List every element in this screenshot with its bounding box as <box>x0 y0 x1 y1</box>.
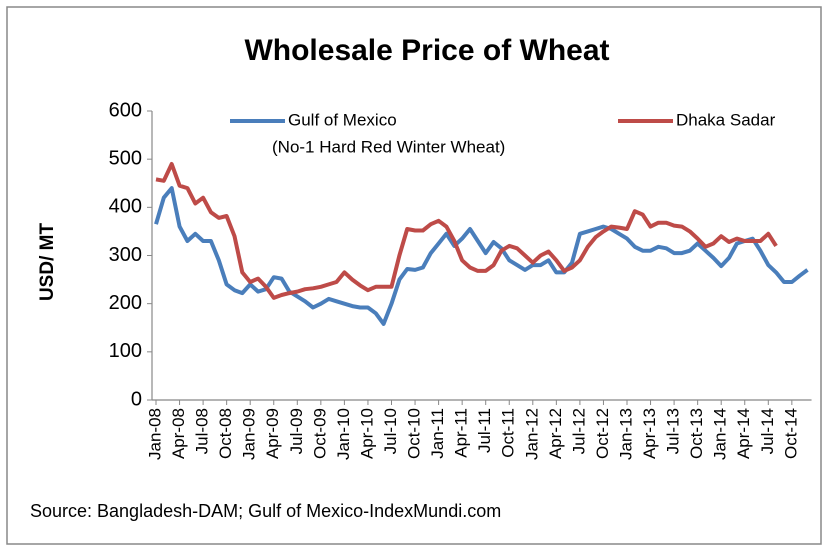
x-tick-label: Oct-11 <box>499 408 518 458</box>
x-tick-label: Jan-09 <box>240 408 259 460</box>
y-tick-label: 400 <box>109 196 142 218</box>
x-tick-label: Oct-10 <box>405 408 424 459</box>
x-tick-label: Jul-12 <box>569 408 588 454</box>
y-tick-label: 300 <box>109 244 142 266</box>
x-tick-label: Jan-13 <box>616 408 635 460</box>
x-tick-label: Apr-13 <box>640 408 659 459</box>
x-tick-label: Jul-13 <box>664 408 683 454</box>
x-tick-label: Jul-14 <box>758 408 777 454</box>
source-note: Source: Bangladesh-DAM; Gulf of Mexico-I… <box>30 501 501 521</box>
y-axis-label: USD/ MT <box>37 223 58 302</box>
x-tick-label: Jul-09 <box>287 408 306 454</box>
y-tick-label: 100 <box>109 340 142 362</box>
x-tick-label: Jan-14 <box>711 408 730 460</box>
x-tick-label: Apr-09 <box>263 408 282 459</box>
chart-title: Wholesale Price of Wheat <box>244 34 609 67</box>
x-tick-label: Jul-08 <box>193 408 212 454</box>
legend-note: (No-1 Hard Red Winter Wheat) <box>272 137 505 156</box>
x-tick-label: Jan-10 <box>334 408 353 460</box>
chart-border <box>6 6 822 545</box>
y-tick-label: 500 <box>109 147 142 169</box>
x-tick-label: Oct-14 <box>781 408 800 459</box>
x-tick-label: Oct-13 <box>687 408 706 459</box>
x-tick-label: Apr-12 <box>546 408 565 459</box>
x-tick-label: Apr-11 <box>452 408 471 458</box>
x-tick-label: Jan-12 <box>522 408 541 460</box>
x-tick-label: Oct-09 <box>310 408 329 459</box>
legend-label: Dhaka Sadar <box>676 110 776 129</box>
x-tick-label: Oct-12 <box>593 408 612 459</box>
x-tick-label: Apr-14 <box>734 408 753 459</box>
y-tick-label: 600 <box>109 99 142 121</box>
legend-label: Gulf of Mexico <box>288 110 397 129</box>
x-tick-label: Jul-10 <box>381 408 400 454</box>
x-tick-label: Jan-08 <box>145 408 164 460</box>
x-tick-label: Jan-11 <box>428 408 447 459</box>
series-line <box>154 186 809 326</box>
y-tick-label: 0 <box>131 388 142 410</box>
series-line <box>155 162 778 300</box>
y-tick-label: 200 <box>109 292 142 314</box>
x-tick-label: Jul-11 <box>475 408 494 453</box>
x-tick-label: Oct-08 <box>216 408 235 459</box>
x-tick-label: Apr-08 <box>169 408 188 459</box>
x-tick-label: Apr-10 <box>357 408 376 459</box>
